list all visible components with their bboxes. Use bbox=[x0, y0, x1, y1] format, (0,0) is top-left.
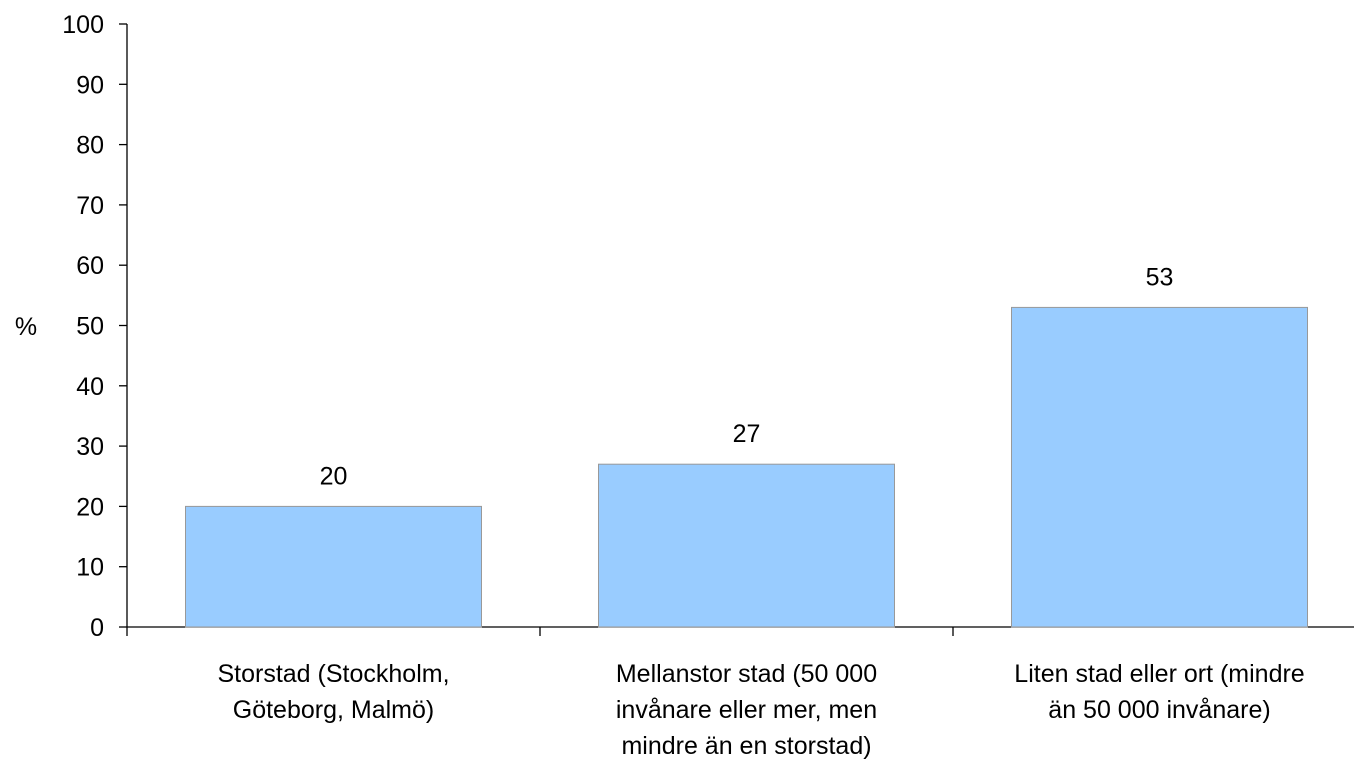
y-axis-title: % bbox=[15, 313, 37, 341]
category-label: Storstad (Stockholm, bbox=[217, 660, 449, 688]
y-tick-label: 10 bbox=[76, 554, 104, 582]
data-label: 20 bbox=[320, 462, 348, 490]
bars bbox=[185, 306, 1308, 628]
x-axis bbox=[126, 626, 1354, 636]
bar bbox=[1011, 306, 1308, 628]
category-label: än 50 000 invånare) bbox=[1048, 696, 1270, 724]
data-labels: 20 27 53 bbox=[320, 263, 1174, 490]
category-label: Liten stad eller ort (mindre bbox=[1014, 660, 1304, 688]
y-tick-label: 80 bbox=[76, 132, 104, 160]
y-tick-label: 0 bbox=[90, 614, 104, 642]
bar bbox=[598, 463, 895, 628]
data-label: 53 bbox=[1146, 263, 1174, 291]
y-tick-label: 40 bbox=[76, 373, 104, 401]
y-tick-label: 70 bbox=[76, 192, 104, 220]
data-label: 27 bbox=[733, 420, 761, 448]
bar bbox=[185, 505, 482, 628]
category-label: Mellanstor stad (50 000 bbox=[616, 660, 877, 688]
y-tick-label: 60 bbox=[76, 252, 104, 280]
y-tick-label: 90 bbox=[76, 71, 104, 99]
category-label: Göteborg, Malmö) bbox=[233, 696, 434, 724]
category-labels: Storstad (Stockholm, Göteborg, Malmö) Mell… bbox=[217, 660, 1304, 760]
y-tick-label: 50 bbox=[76, 313, 104, 341]
category-label: invånare eller mer, men bbox=[616, 696, 877, 724]
category-label: mindre än en storstad) bbox=[621, 732, 871, 760]
y-axis-ticks: 0 10 20 30 40 50 60 70 80 90 100 bbox=[62, 11, 127, 642]
y-tick-label: 20 bbox=[76, 493, 104, 521]
y-tick-label: 30 bbox=[76, 433, 104, 461]
y-tick-label: 100 bbox=[62, 11, 104, 39]
